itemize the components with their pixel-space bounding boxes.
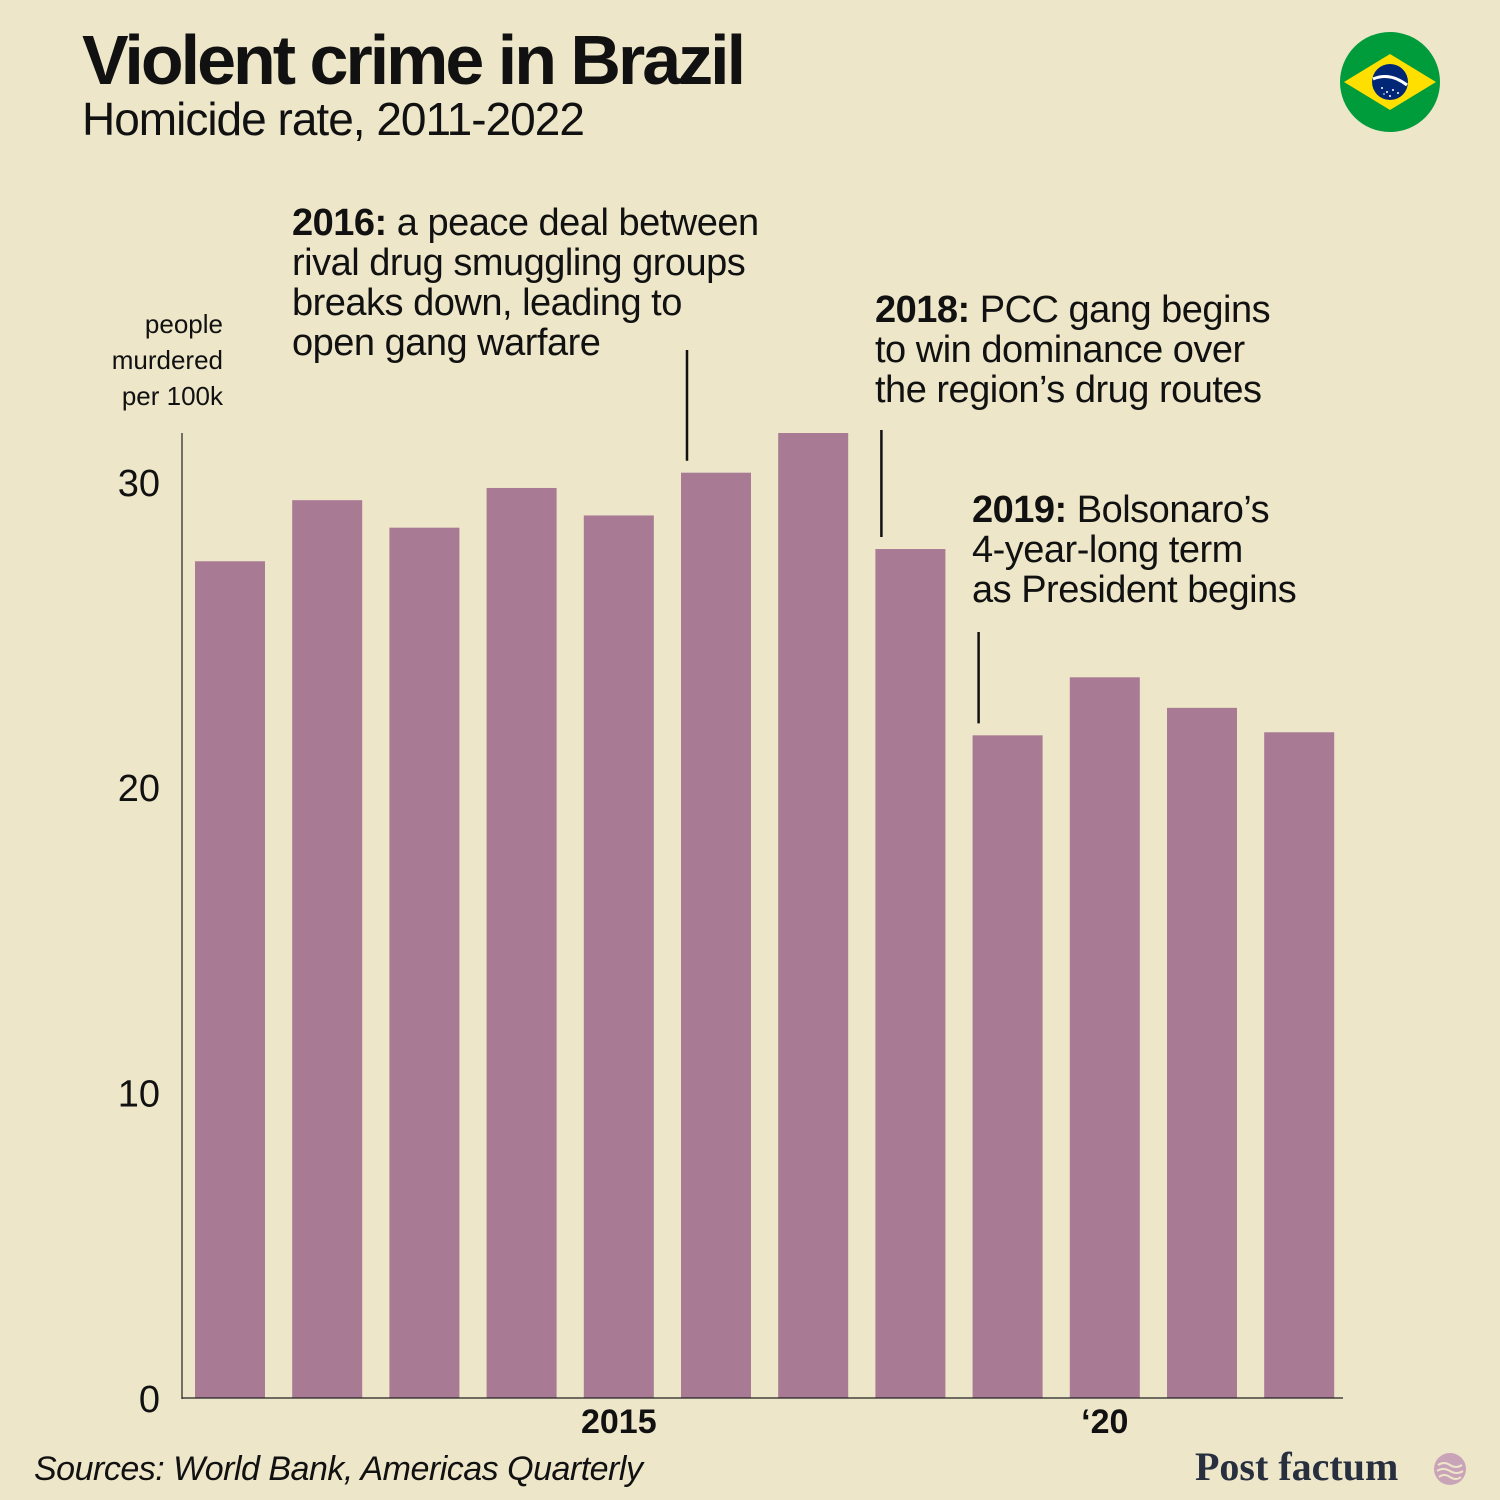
brand-logo-text: Post factum	[1195, 1444, 1399, 1489]
bar-2022	[1264, 732, 1335, 1398]
y-tick-label-20: 20	[118, 768, 160, 810]
annotation-2016-year: 2016:	[292, 202, 387, 244]
chart-title: Violent crime in Brazil	[82, 21, 746, 99]
y-axis-unit-label: people murdered per 100k	[23, 306, 223, 414]
bar-2020	[1069, 677, 1140, 1398]
annotation-2019-line-3: as President begins	[972, 569, 1297, 611]
y-tick-label-10: 10	[118, 1074, 160, 1116]
bar-2018	[875, 549, 946, 1398]
annotation-2016-line-2: rival drug smuggling groups	[292, 242, 746, 284]
y-unit-line-3: per 100k	[121, 381, 223, 411]
y-tick-label-30: 30	[118, 463, 160, 505]
chart-subtitle: Homicide rate, 2011-2022	[82, 93, 585, 145]
annotation-2019: 2019: Bolsonaro’s 4-year-long term as Pr…	[972, 489, 1297, 611]
y-tick-label-0: 0	[139, 1379, 160, 1421]
x-tick-label-2015: 2015	[581, 1403, 657, 1441]
bar-2019	[972, 735, 1043, 1398]
flag-banner	[1372, 75, 1408, 87]
bar-2013	[389, 527, 460, 1398]
brand-logo-icon	[1434, 1453, 1466, 1485]
bar-2016	[681, 472, 751, 1399]
annotation-2016: 2016: a peace deal between rival drug sm…	[292, 203, 759, 363]
sources-note: Sources: World Bank, Americas Quarterly	[34, 1450, 643, 1488]
bar-2015	[583, 515, 654, 1398]
annotation-2018-line-1: PCC gang begins	[969, 289, 1271, 331]
annotation-2019-year: 2019:	[972, 489, 1067, 531]
annotation-2018-year: 2018:	[875, 289, 970, 331]
annotation-2019-line-1: Bolsonaro’s	[1066, 489, 1270, 531]
bar-2014	[486, 487, 557, 1398]
brazil-flag-icon	[1340, 32, 1440, 132]
y-unit-line-2: murdered	[111, 345, 223, 375]
annotation-2019-line-2: 4-year-long term	[972, 529, 1243, 571]
annotation-2018: 2018: PCC gang begins to win dominance o…	[875, 289, 1271, 411]
annotation-2018-line-2: to win dominance over	[875, 329, 1245, 371]
annotation-2016-line-1: a peace deal between	[386, 202, 759, 244]
annotation-2018-line-3: the region’s drug routes	[875, 369, 1262, 411]
y-unit-line-1: people	[144, 309, 223, 339]
x-tick-label-2020: ‘20	[1081, 1403, 1128, 1441]
bar-2011	[195, 561, 265, 1398]
annotation-2016-line-4: open gang warfare	[292, 322, 601, 364]
flag-blue-globe	[1372, 64, 1408, 100]
bar-2021	[1167, 707, 1237, 1398]
annotation-2016-line-3: breaks down, leading to	[292, 282, 682, 324]
flag-stars	[1381, 87, 1399, 97]
bar-2012	[292, 500, 363, 1398]
bar-2017	[778, 433, 849, 1398]
